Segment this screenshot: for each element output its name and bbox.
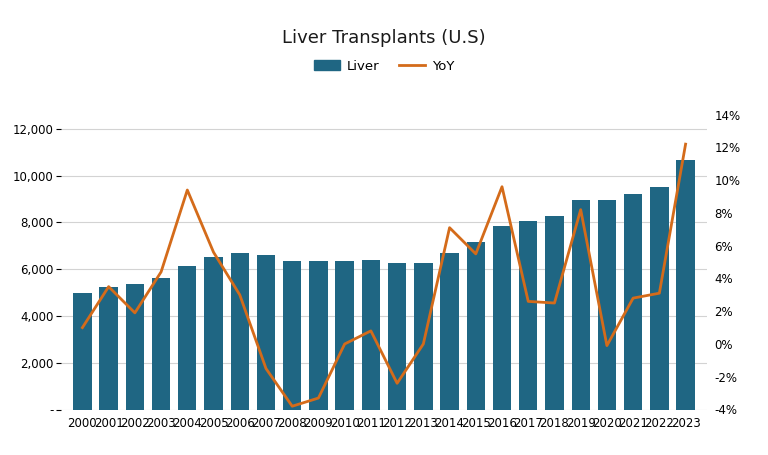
YoY — [78, 325, 87, 330]
Bar — [336, 261, 354, 410]
Bar — [283, 261, 301, 410]
YoY — [498, 184, 507, 189]
YoY — [287, 404, 296, 409]
Line: YoY: YoY — [82, 144, 686, 406]
Bar — [493, 226, 511, 410]
YoY — [340, 341, 349, 347]
Bar — [230, 253, 249, 410]
Bar — [440, 253, 458, 410]
Bar — [100, 287, 118, 410]
YoY — [183, 187, 192, 193]
YoY — [472, 251, 481, 257]
Bar — [126, 284, 144, 410]
YoY — [602, 343, 611, 349]
YoY — [235, 292, 244, 298]
YoY — [576, 207, 585, 212]
YoY — [366, 328, 376, 334]
Bar — [414, 263, 432, 410]
YoY — [157, 269, 166, 275]
Bar — [545, 217, 564, 410]
YoY — [209, 249, 218, 255]
YoY — [655, 290, 664, 296]
YoY — [628, 295, 637, 301]
Bar — [598, 200, 616, 410]
YoY — [392, 380, 402, 386]
Bar — [178, 266, 197, 410]
Bar — [152, 278, 170, 410]
Bar — [650, 187, 668, 410]
YoY — [131, 310, 140, 316]
YoY — [681, 142, 690, 147]
YoY — [104, 284, 113, 289]
Legend: Liver, YoY: Liver, YoY — [308, 54, 460, 78]
Bar — [257, 255, 275, 410]
Bar — [571, 200, 590, 410]
YoY — [419, 341, 428, 347]
Bar — [204, 258, 223, 410]
YoY — [524, 298, 533, 304]
YoY — [445, 225, 454, 230]
Bar — [388, 263, 406, 410]
YoY — [550, 300, 559, 306]
Bar — [310, 261, 328, 410]
YoY — [314, 395, 323, 401]
Bar — [519, 221, 538, 410]
Bar — [467, 242, 485, 410]
YoY — [261, 366, 270, 371]
Bar — [362, 260, 380, 410]
Bar — [677, 160, 695, 410]
Bar — [73, 293, 91, 410]
Title: Liver Transplants (U.S): Liver Transplants (U.S) — [282, 29, 486, 47]
Bar — [624, 194, 642, 410]
